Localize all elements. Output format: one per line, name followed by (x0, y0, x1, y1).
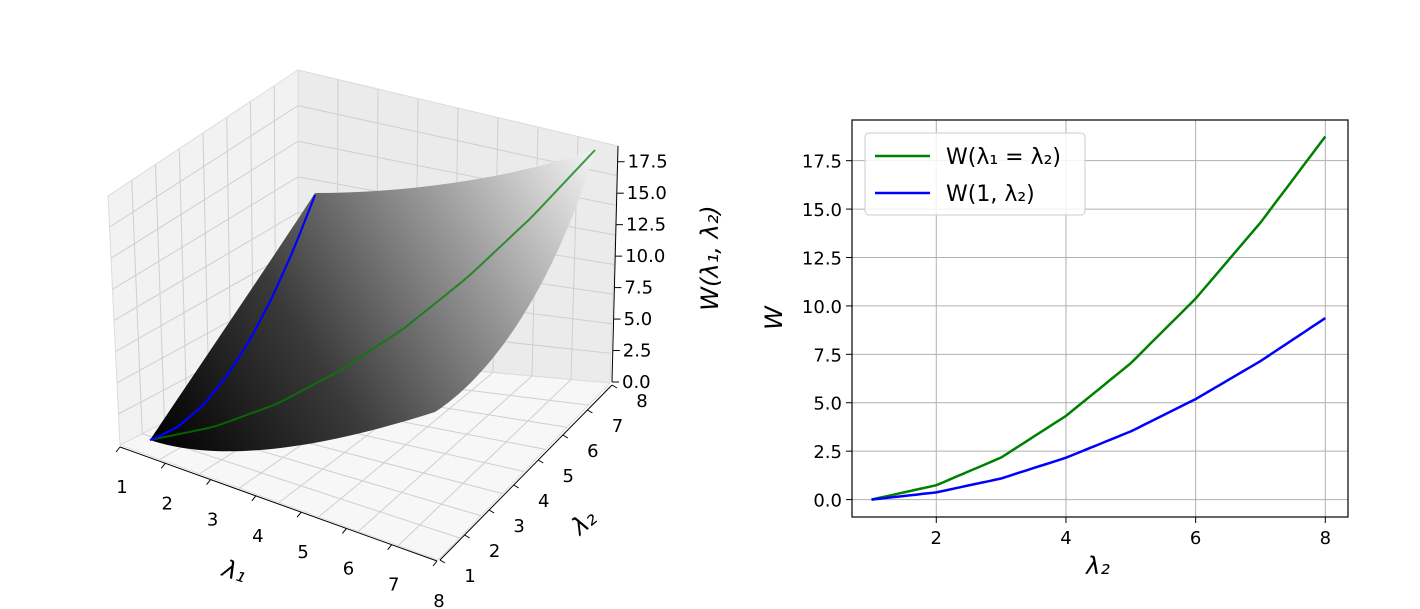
y-tick-label: 7.5 (813, 345, 842, 366)
y-tick-mark-3d (488, 509, 495, 514)
x-axis-label-3d: λ₁ (217, 554, 250, 589)
y-tick-label-3d: 4 (538, 491, 549, 512)
grid-line (113, 212, 299, 321)
z-tick-label-3d: 10.0 (625, 246, 665, 267)
y-tick-label-3d: 6 (587, 441, 598, 462)
x-tick-label-3d: 4 (252, 526, 263, 547)
z-tick-label-3d: 12.5 (626, 215, 666, 236)
y-tick-label-3d: 2 (489, 541, 500, 562)
x-ticks-2d: 2 4 6 8 (931, 517, 1331, 549)
y-tick-label: 17.5 (802, 152, 842, 173)
x-axis-line (119, 446, 438, 562)
legend-box (864, 132, 1086, 216)
y-tick-mark-3d (439, 559, 446, 564)
x-axis-label-2d: λ₂ (1084, 552, 1110, 580)
y-tick-label-3d: 7 (612, 416, 623, 437)
y-tick-label: 10.0 (802, 297, 842, 318)
x-tick-mark-3d (387, 544, 393, 551)
x-tick-label-3d: 6 (343, 558, 354, 579)
y-tick-label: 15.0 (802, 200, 842, 221)
y-tick-label-3d: 5 (563, 466, 574, 487)
y-tick-mark-3d (538, 459, 544, 464)
y-tick-label-3d: 8 (636, 391, 647, 412)
z-tick-label-3d: 15.0 (627, 183, 667, 204)
y-axis-label-2d: W (760, 305, 788, 330)
y-axis-line (439, 384, 613, 561)
x-tick-mark-3d (115, 446, 121, 453)
grid-line (358, 375, 533, 532)
z-axis-label-3d: W(λ₁, λ₂) (696, 205, 724, 310)
y-axis-label-3d: λ₂ (564, 503, 602, 541)
y-tick-mark-3d (562, 434, 569, 439)
x-tick-label: 8 (1320, 528, 1331, 549)
plot-frame (851, 119, 1349, 518)
y-tick-label: 12.5 (802, 248, 842, 269)
grid-line (318, 372, 494, 518)
legend-label-blue: W(1, λ₂) (946, 182, 1035, 207)
x-tick-label: 2 (931, 528, 942, 549)
z-tick-label-3d: 5.0 (624, 309, 653, 330)
z-axis-line (611, 145, 619, 383)
line-plot-panel: 2 4 6 8 0.0 2.5 5.0 7.5 10.0 12.5 15.0 17.5 λ₂ W W… (760, 119, 1349, 580)
series-line-blue (871, 317, 1326, 501)
x-tick-mark-3d (296, 511, 302, 518)
y-tick-label: 5.0 (813, 394, 842, 415)
x-tick-label-3d: 3 (207, 510, 218, 531)
grid-line (397, 379, 572, 546)
z-tick-label-3d: 17.5 (628, 152, 668, 173)
z-tick-label-3d: 7.5 (624, 278, 653, 299)
x-tick-mark-3d (342, 528, 347, 534)
y-tick-label: 0.0 (813, 491, 842, 512)
x-tick-label-3d: 7 (388, 575, 399, 596)
x-ticks-3d: 1 2 3 4 5 6 7 8 (115, 446, 445, 609)
x-tick-label-3d: 2 (162, 493, 173, 514)
y-tick-mark-3d (513, 484, 519, 489)
z-tick-label-3d: 0.0 (622, 372, 651, 393)
x-tick-mark-3d (432, 560, 438, 567)
x-tick-label: 4 (1060, 528, 1071, 549)
x-tick-label: 6 (1190, 528, 1201, 549)
surface-line-edge (149, 194, 317, 442)
series-2d (871, 135, 1327, 501)
surface-line-diagonal (149, 149, 596, 441)
z-ticks-3d: 0.0 2.5 5.0 7.5 10.0 12.5 15.0 17.5 (612, 152, 668, 393)
series-line-green (871, 135, 1327, 501)
y-tick-label-3d: 3 (513, 516, 524, 537)
y-tick-mark-3d (587, 409, 593, 414)
surface-mesh (150, 150, 595, 452)
x-tick-mark-3d (251, 495, 257, 502)
z-tick-label-3d: 2.5 (623, 341, 652, 362)
x-tick-label-3d: 1 (116, 477, 127, 498)
y-tick-label: 2.5 (813, 442, 842, 463)
legend: W(λ₁ = λ₂) W(1, λ₂) (864, 132, 1086, 216)
x-tick-label-3d: 8 (433, 591, 444, 609)
y-tick-label-3d: 1 (464, 566, 475, 587)
y-tick-mark-3d (464, 534, 470, 539)
legend-label-green: W(λ₁ = λ₂) (946, 145, 1061, 170)
y-ticks-2d: 0.0 2.5 5.0 7.5 10.0 12.5 15.0 17.5 (802, 152, 852, 512)
x-tick-label-3d: 5 (297, 542, 308, 563)
x-tick-mark-3d (160, 462, 166, 469)
y-tick-mark-3d (611, 384, 618, 389)
x-tick-mark-3d (206, 479, 211, 485)
